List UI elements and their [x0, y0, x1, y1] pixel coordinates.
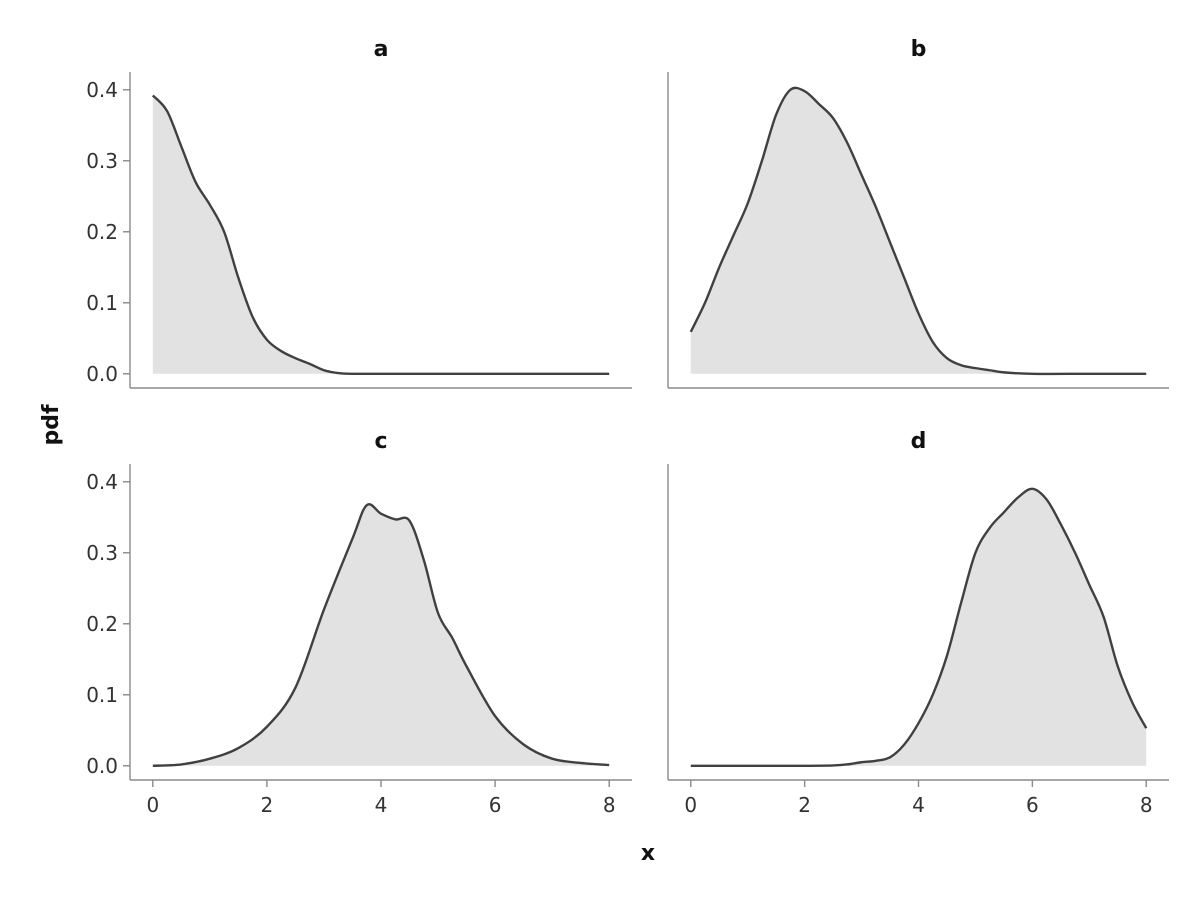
y-axis-label: pdf — [39, 404, 64, 445]
x-tick-label: 4 — [912, 793, 925, 817]
panel-a: a 0.0 0.1 0.2 0.3 0.4 — [86, 37, 632, 389]
density-area-d — [690, 488, 1147, 766]
x-tick-label: 6 — [489, 793, 502, 817]
density-area-b — [690, 87, 1147, 374]
density-line-b — [689, 86, 1147, 376]
x-tick-label: 6 — [1026, 793, 1039, 817]
panel-title-b: b — [911, 37, 927, 62]
density-area-c — [152, 504, 610, 766]
x-tick-label: 2 — [261, 793, 274, 817]
panel-b: b — [667, 37, 1169, 389]
y-tick-label: 0.4 — [86, 470, 118, 494]
y-tick-label: 0.0 — [86, 362, 118, 386]
x-tick-label: 0 — [146, 793, 159, 817]
y-tick-label: 0.2 — [86, 220, 118, 244]
x-axis-label: x — [641, 841, 655, 866]
panel-c: c 0.0 0.1 0.2 0.3 0.4 0 2 4 6 8 — [86, 429, 632, 817]
y-tick-label: 0.3 — [86, 541, 118, 565]
density-area-a — [152, 95, 610, 374]
density-line-a — [151, 94, 610, 376]
panel-title-c: c — [374, 429, 387, 454]
y-tick-label: 0.2 — [86, 612, 118, 636]
density-line-c — [152, 503, 610, 767]
y-tick-label: 0.3 — [86, 149, 118, 173]
y-tick-label: 0.4 — [86, 78, 118, 102]
panel-title-a: a — [374, 37, 389, 62]
density-line-d — [690, 487, 1148, 768]
x-tick-label: 4 — [375, 793, 388, 817]
y-tick-label: 0.1 — [86, 291, 118, 315]
panel-d: d 0 2 4 6 8 — [667, 429, 1169, 817]
x-tick-label: 8 — [603, 793, 616, 817]
x-tick-label: 8 — [1140, 793, 1153, 817]
x-tick-label: 2 — [798, 793, 811, 817]
panel-title-d: d — [911, 429, 927, 454]
y-tick-label: 0.0 — [86, 754, 118, 778]
y-tick-label: 0.1 — [86, 683, 118, 707]
x-tick-label: 0 — [684, 793, 697, 817]
